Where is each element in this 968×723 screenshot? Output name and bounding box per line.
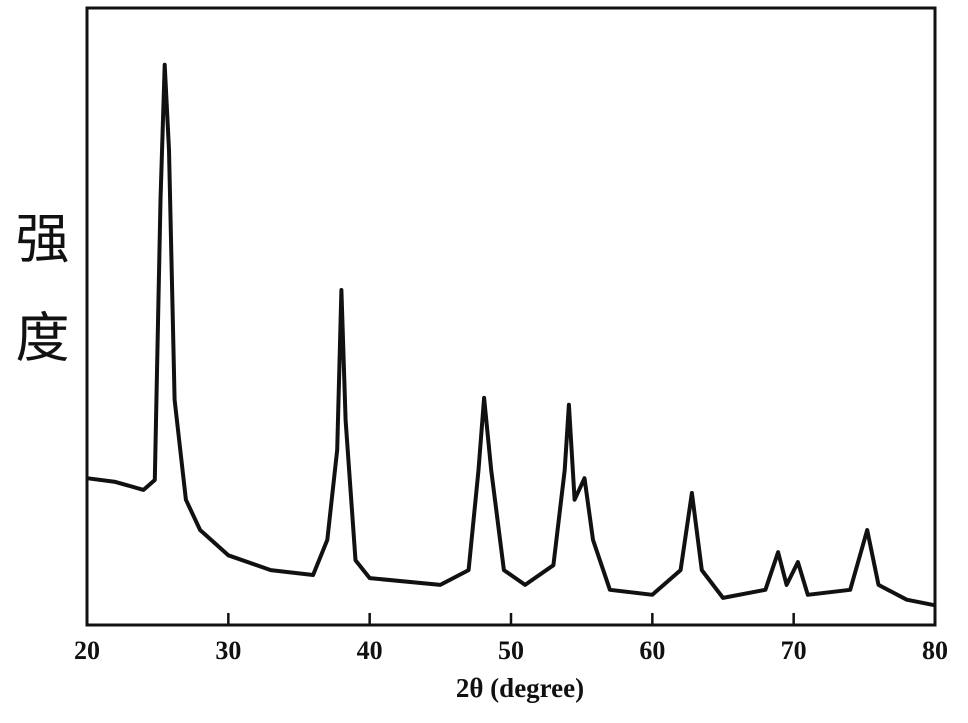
x-tick-label: 40: [357, 636, 383, 665]
x-tick-label: 30: [215, 636, 241, 665]
x-tick-label: 50: [498, 636, 524, 665]
x-tick-label: 60: [639, 636, 665, 665]
plot-frame: [85, 6, 937, 627]
y-axis-label: 强度: [7, 210, 68, 408]
x-axis-label: 2θ (degree): [456, 673, 584, 703]
xrd-line: [86, 62, 936, 608]
x-tick-label: 20: [74, 636, 100, 665]
x-tick-label: 80: [922, 636, 948, 665]
x-tick-label: 70: [781, 636, 807, 665]
